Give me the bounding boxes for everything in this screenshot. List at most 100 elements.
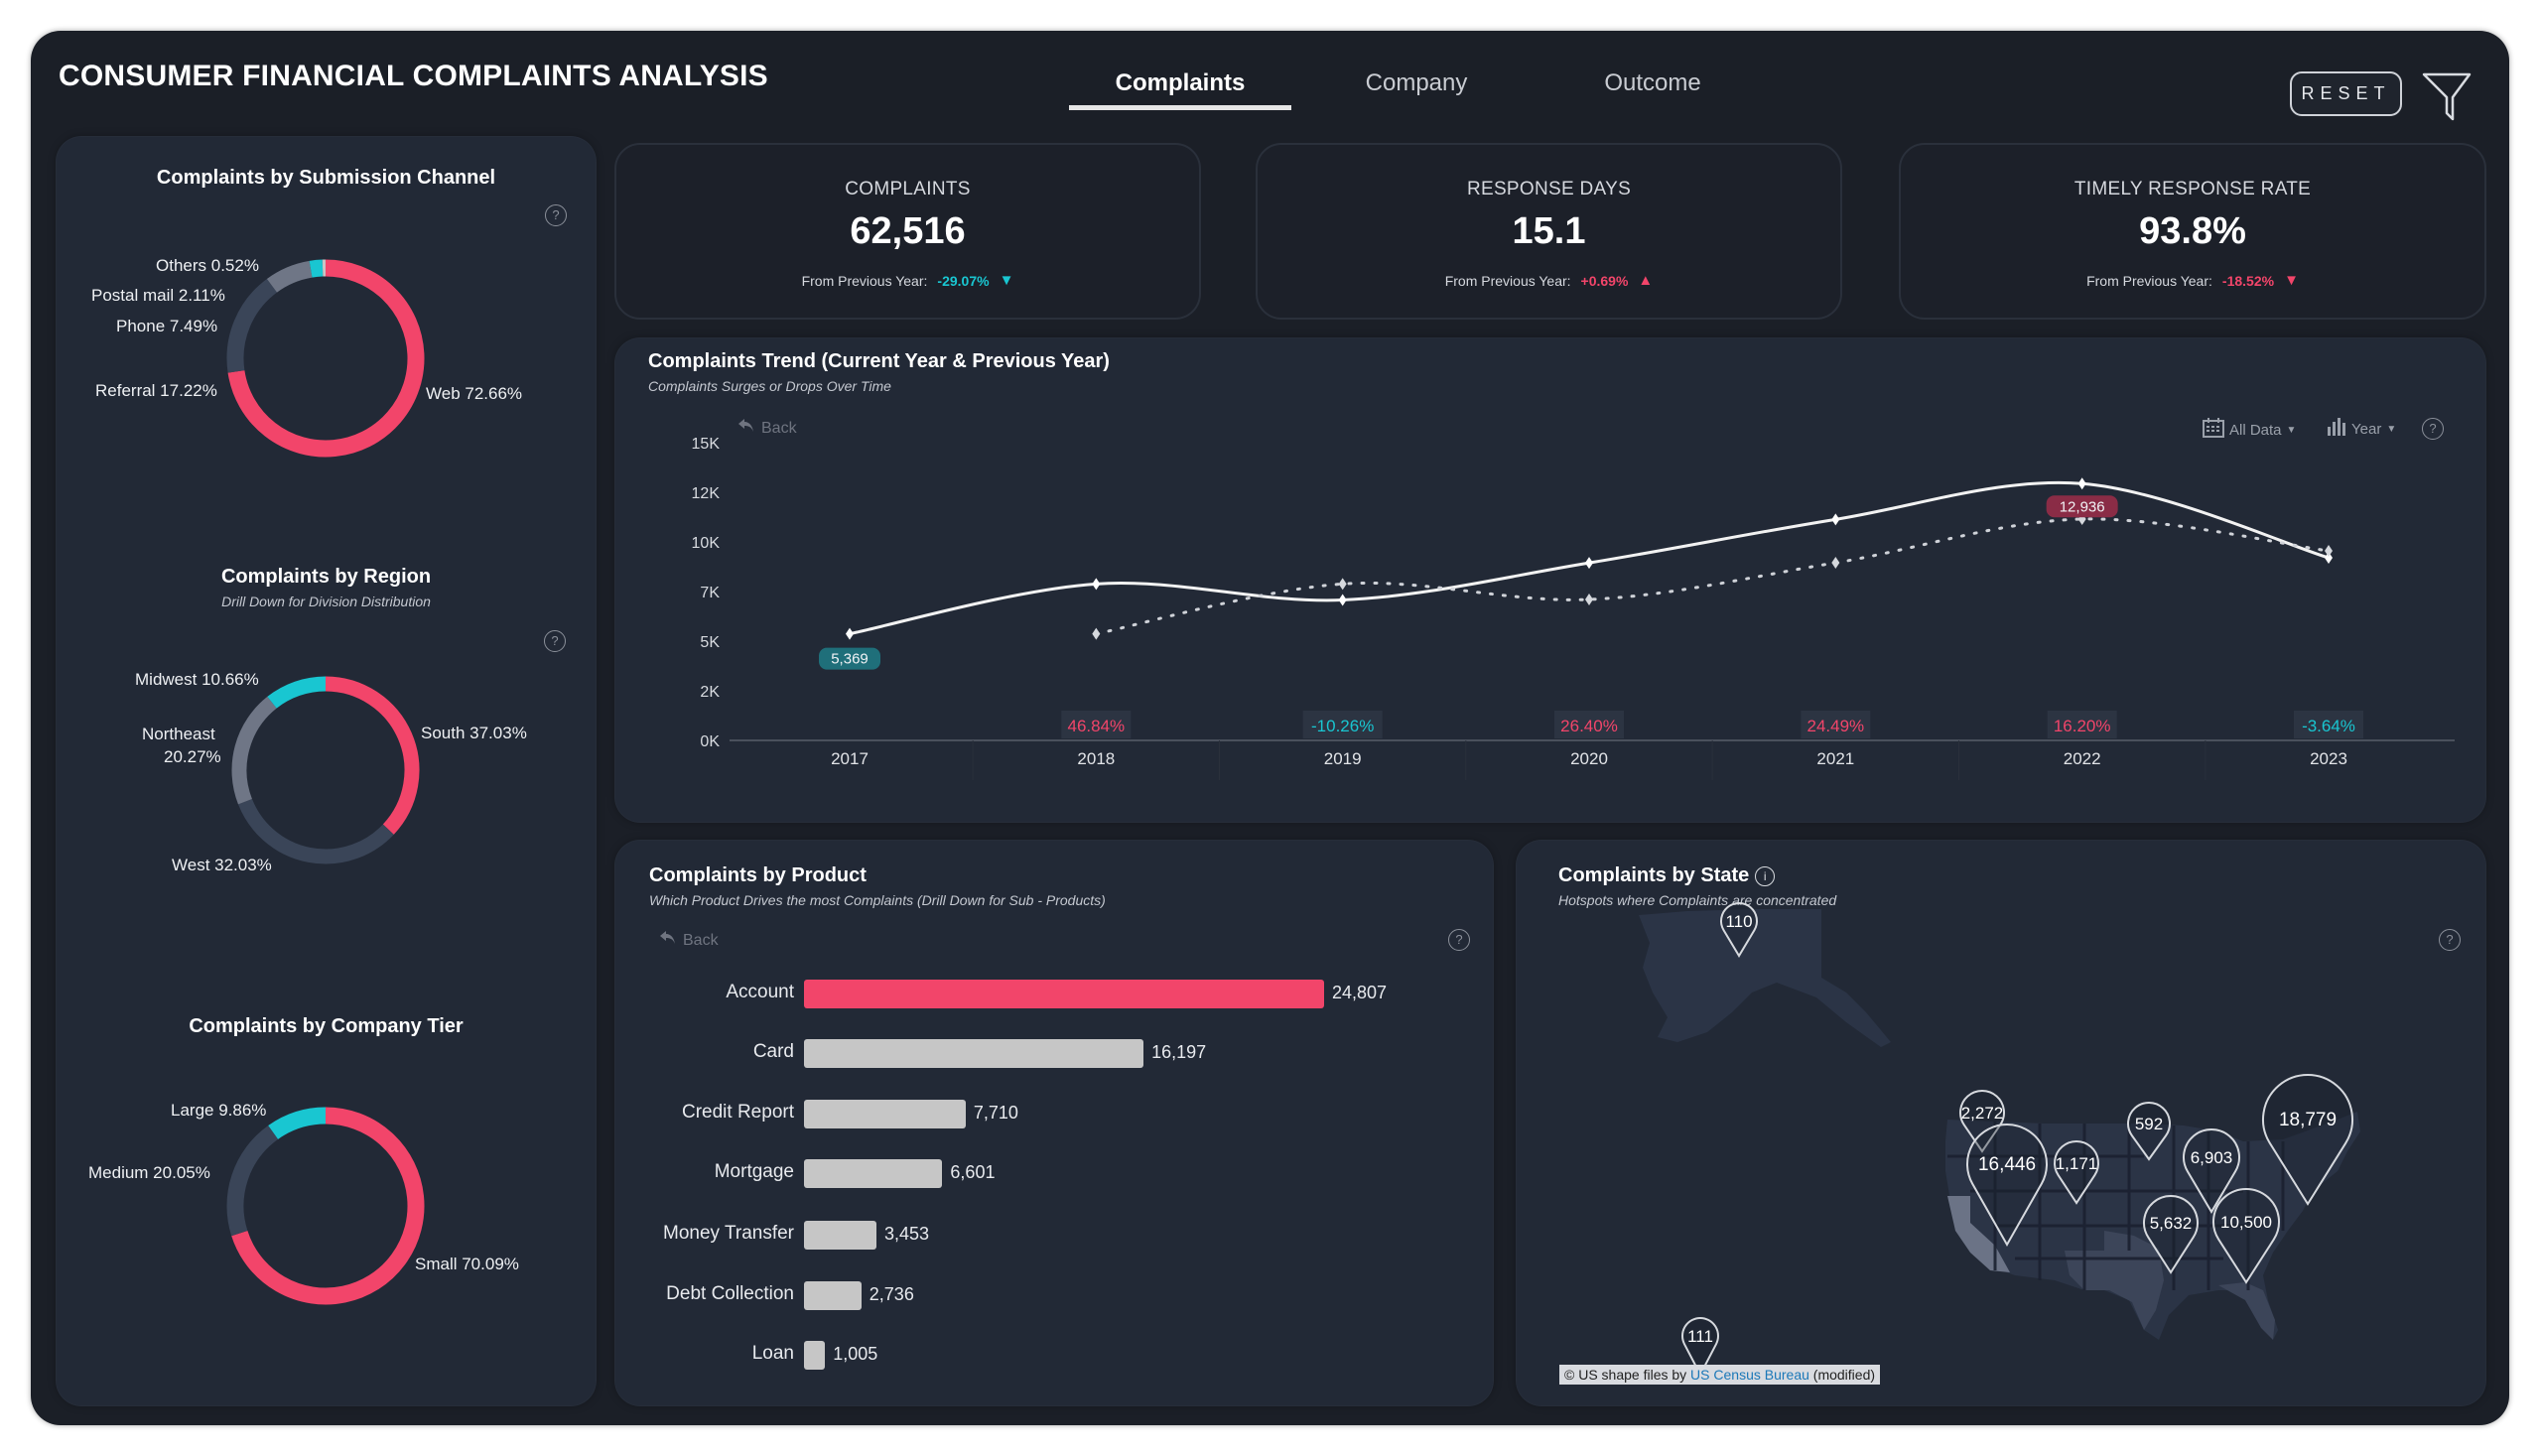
trend-chart: 0K 2K 5K 7K 10K 12K 15K 2017 2018 2019 2020 2021 202…	[692, 436, 2455, 780]
map-pin[interactable]: 2,272	[1959, 1090, 2005, 1153]
kpi-value: 62,516	[850, 210, 966, 252]
product-bar[interactable]	[804, 979, 1324, 1008]
x-tick-label: 2019	[1324, 749, 1362, 768]
kpi-label: RESPONSE DAYS	[1466, 179, 1632, 199]
us-state-map[interactable]: 110 111 2,272 16,446 1,171 592 6,903 5,632 10,50…	[1516, 840, 2486, 1406]
map-pin[interactable]: 1,171	[2054, 1140, 2099, 1205]
previous-year-point[interactable]	[1831, 557, 1840, 569]
map-pin[interactable]: 6,903	[2183, 1128, 2240, 1214]
map-pin-marker[interactable]	[2183, 1128, 2240, 1214]
current-year-point[interactable]	[2077, 477, 2086, 490]
region-donut[interactable]	[211, 656, 440, 884]
product-bar[interactable]	[804, 1158, 943, 1188]
yoy-change-bg	[1801, 711, 1871, 738]
donut-label-small: Small 70.09%	[415, 1255, 519, 1273]
previous-year-point[interactable]	[1092, 627, 1101, 640]
tab-company[interactable]: Company	[1365, 69, 1468, 96]
previous-year-point[interactable]	[2325, 545, 2333, 557]
florida-shape[interactable]	[2218, 1282, 2275, 1340]
donut-segment-web[interactable]	[227, 259, 425, 458]
active-tab-indicator	[1069, 105, 1291, 110]
product-bar[interactable]	[804, 1038, 1144, 1068]
reset-button[interactable]: RESET	[2290, 71, 2402, 116]
y-tick-label: 7K	[700, 585, 720, 601]
info-icon[interactable]: i	[1755, 865, 1776, 886]
donut-segment-phone[interactable]	[266, 260, 313, 293]
donut-label-postal-mail: Postal mail 2.11%	[91, 286, 225, 305]
map-pin-marker[interactable]	[2143, 1195, 2199, 1274]
date-range-dropdown[interactable]: All Data ▼	[2203, 418, 2296, 442]
donut-segment-west[interactable]	[237, 798, 394, 864]
help-icon[interactable]: ?	[2439, 929, 2461, 951]
granularity-dropdown[interactable]: Year ▼	[2327, 418, 2396, 440]
donut-segment-medium[interactable]	[226, 1125, 279, 1237]
donut-segment-large[interactable]	[268, 1107, 327, 1139]
y-tick-label: 2K	[700, 684, 720, 701]
previous-year-line[interactable]	[1094, 517, 2331, 636]
bar-value-label: 1,005	[833, 1344, 878, 1364]
current-year-point[interactable]	[1831, 513, 1840, 526]
tab-outcome[interactable]: Outcome	[1604, 69, 1701, 96]
current-year-point[interactable]	[1338, 594, 1347, 606]
help-icon[interactable]: ?	[545, 204, 567, 226]
map-attribution: © US shape files by US Census Bureau (mo…	[1559, 1365, 1881, 1385]
previous-year-point[interactable]	[1585, 594, 1593, 605]
kpi-delta-prefix: From Previous Year:	[2086, 272, 2212, 289]
map-pin-marker[interactable]	[1959, 1090, 2005, 1153]
map-pin-marker[interactable]	[2212, 1188, 2280, 1284]
map-pin[interactable]: 110	[1720, 902, 1758, 958]
map-pin-marker[interactable]	[2262, 1074, 2353, 1206]
map-pin-label: 10,500	[2220, 1213, 2272, 1232]
donut-label-phone: Phone 7.49%	[116, 317, 218, 335]
current-year-point[interactable]	[846, 627, 854, 640]
map-pin[interactable]: 5,632	[2143, 1195, 2199, 1274]
kpi-value: 93.8%	[2139, 210, 2246, 252]
map-pin-marker[interactable]	[1720, 902, 1758, 958]
donut-segment-midwest[interactable]	[267, 676, 327, 709]
product-bar[interactable]	[804, 1099, 966, 1128]
map-pin[interactable]: 111	[1681, 1317, 1719, 1378]
trend-back-button[interactable]: Back	[737, 418, 797, 439]
map-pin[interactable]: 18,779	[2262, 1074, 2353, 1206]
donut-label-medium: Medium 20.05%	[88, 1163, 210, 1182]
y-tick-label: 15K	[692, 436, 721, 453]
product-bar[interactable]	[804, 1340, 826, 1370]
product-bar[interactable]	[804, 1280, 862, 1310]
donut-segment-south[interactable]	[325, 676, 420, 835]
map-pin-marker[interactable]	[1681, 1317, 1719, 1378]
help-icon[interactable]: ?	[544, 630, 566, 652]
census-bureau-link[interactable]: US Census Bureau	[1690, 1367, 1809, 1383]
current-year-point[interactable]	[2325, 552, 2333, 564]
granularity-value: Year	[2351, 420, 2382, 438]
map-pin-marker[interactable]	[2054, 1140, 2099, 1205]
map-pin[interactable]: 592	[2127, 1102, 2171, 1161]
donut-label-south: South 37.03%	[421, 724, 527, 742]
product-bar[interactable]	[804, 1220, 876, 1250]
y-tick-label: 0K	[700, 733, 720, 750]
map-pin-marker[interactable]	[2127, 1102, 2171, 1161]
donut-segment-small[interactable]	[231, 1107, 425, 1305]
current-year-point[interactable]	[1585, 557, 1593, 570]
map-pin-label: 111	[1687, 1327, 1713, 1346]
caret-down-icon: ▼	[2286, 424, 2297, 436]
current-year-point[interactable]	[1092, 578, 1101, 591]
donut-segment-northeast[interactable]	[231, 696, 277, 805]
triangle-down-icon: ▼	[2284, 272, 2299, 289]
filter-icon[interactable]	[2420, 69, 2474, 123]
map-pin-marker[interactable]	[1966, 1124, 2048, 1248]
calendar-icon	[2203, 418, 2224, 442]
donut-segment-postal-mail[interactable]	[309, 259, 324, 278]
alaska-shape[interactable]	[1639, 909, 1891, 1047]
help-icon[interactable]: ?	[1448, 929, 1470, 951]
map-pin[interactable]: 10,500	[2212, 1188, 2280, 1284]
donut-segment-referral[interactable]	[226, 278, 278, 373]
kpi-delta: From Previous Year: +0.69% ▲	[1258, 272, 1840, 289]
yoy-change-bg	[1061, 711, 1132, 738]
tab-complaints[interactable]: Complaints	[1115, 69, 1246, 96]
map-pin[interactable]: 16,446	[1966, 1124, 2048, 1248]
bar-category-label: Debt Collection	[666, 1283, 794, 1304]
previous-year-point[interactable]	[1338, 578, 1347, 591]
texas-shape[interactable]	[2065, 1231, 2164, 1330]
help-icon[interactable]: ?	[2422, 418, 2444, 440]
product-back-button[interactable]: Back	[659, 930, 719, 951]
